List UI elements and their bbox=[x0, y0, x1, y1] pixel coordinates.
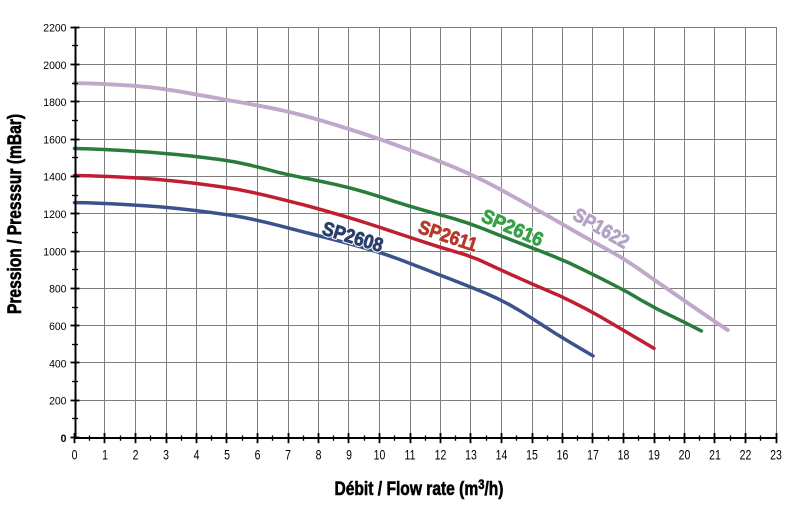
svg-text:400: 400 bbox=[49, 358, 66, 370]
svg-text:6: 6 bbox=[255, 447, 261, 463]
svg-text:22: 22 bbox=[740, 447, 752, 463]
svg-text:800: 800 bbox=[49, 283, 66, 295]
svg-text:200: 200 bbox=[49, 395, 66, 407]
svg-text:8: 8 bbox=[316, 447, 322, 463]
svg-text:3: 3 bbox=[163, 447, 169, 463]
svg-text:1800: 1800 bbox=[43, 97, 66, 109]
svg-text:0: 0 bbox=[61, 433, 67, 445]
svg-text:1000: 1000 bbox=[43, 246, 66, 258]
svg-text:21: 21 bbox=[709, 447, 721, 463]
svg-text:15: 15 bbox=[526, 447, 538, 463]
svg-text:12: 12 bbox=[435, 447, 447, 463]
svg-text:10: 10 bbox=[374, 447, 386, 463]
svg-text:2200: 2200 bbox=[43, 22, 66, 34]
svg-text:0: 0 bbox=[72, 447, 78, 463]
svg-text:1200: 1200 bbox=[43, 209, 66, 221]
svg-text:SP2616: SP2616 bbox=[478, 206, 546, 252]
svg-text:17: 17 bbox=[587, 447, 599, 463]
svg-text:9: 9 bbox=[346, 447, 352, 463]
svg-text:1: 1 bbox=[102, 447, 108, 463]
svg-text:13: 13 bbox=[465, 447, 477, 463]
svg-text:SP2608: SP2608 bbox=[320, 217, 386, 256]
svg-text:Débit / Flow rate (m3/h): Débit / Flow rate (m3/h) bbox=[334, 477, 503, 500]
svg-text:20: 20 bbox=[679, 447, 691, 463]
svg-text:2: 2 bbox=[133, 447, 139, 463]
svg-text:5: 5 bbox=[224, 447, 230, 463]
svg-text:1600: 1600 bbox=[43, 134, 66, 146]
svg-text:23: 23 bbox=[770, 447, 782, 463]
svg-text:16: 16 bbox=[557, 447, 569, 463]
svg-text:7: 7 bbox=[285, 447, 291, 463]
svg-text:Pression / Presssur (mBar): Pression / Presssur (mBar) bbox=[3, 114, 25, 314]
svg-text:11: 11 bbox=[405, 447, 416, 463]
svg-text:14: 14 bbox=[496, 447, 508, 463]
svg-text:1400: 1400 bbox=[43, 171, 66, 183]
svg-text:4: 4 bbox=[194, 447, 200, 463]
svg-text:2000: 2000 bbox=[43, 60, 66, 72]
svg-text:18: 18 bbox=[618, 447, 630, 463]
svg-text:600: 600 bbox=[49, 321, 66, 333]
svg-text:19: 19 bbox=[648, 447, 660, 463]
